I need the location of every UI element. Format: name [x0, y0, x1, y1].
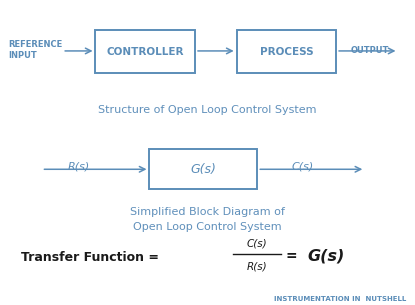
- Text: =: =: [286, 249, 303, 263]
- Text: INSTRUMENTATION IN  NUTSHELL: INSTRUMENTATION IN NUTSHELL: [274, 296, 407, 302]
- Text: R(s): R(s): [68, 161, 90, 171]
- Bar: [95, 30, 195, 73]
- Text: C(s): C(s): [292, 161, 314, 171]
- Text: Structure of Open Loop Control System: Structure of Open Loop Control System: [98, 105, 317, 115]
- Text: OUTPUT: OUTPUT: [351, 45, 389, 55]
- Text: G(s): G(s): [190, 163, 216, 176]
- Text: G(s): G(s): [307, 249, 344, 264]
- Text: CONTROLLER: CONTROLLER: [107, 47, 184, 57]
- Text: C(s): C(s): [247, 239, 268, 249]
- Text: REFERENCE
INPUT: REFERENCE INPUT: [8, 40, 63, 60]
- Bar: [149, 149, 257, 189]
- Text: Simplified Block Diagram of: Simplified Block Diagram of: [130, 207, 285, 217]
- Text: Open Loop Control System: Open Loop Control System: [133, 222, 282, 232]
- Text: R(s): R(s): [247, 262, 268, 272]
- Text: PROCESS: PROCESS: [259, 47, 313, 57]
- Bar: [237, 30, 336, 73]
- Text: Transfer Function =: Transfer Function =: [21, 251, 163, 264]
